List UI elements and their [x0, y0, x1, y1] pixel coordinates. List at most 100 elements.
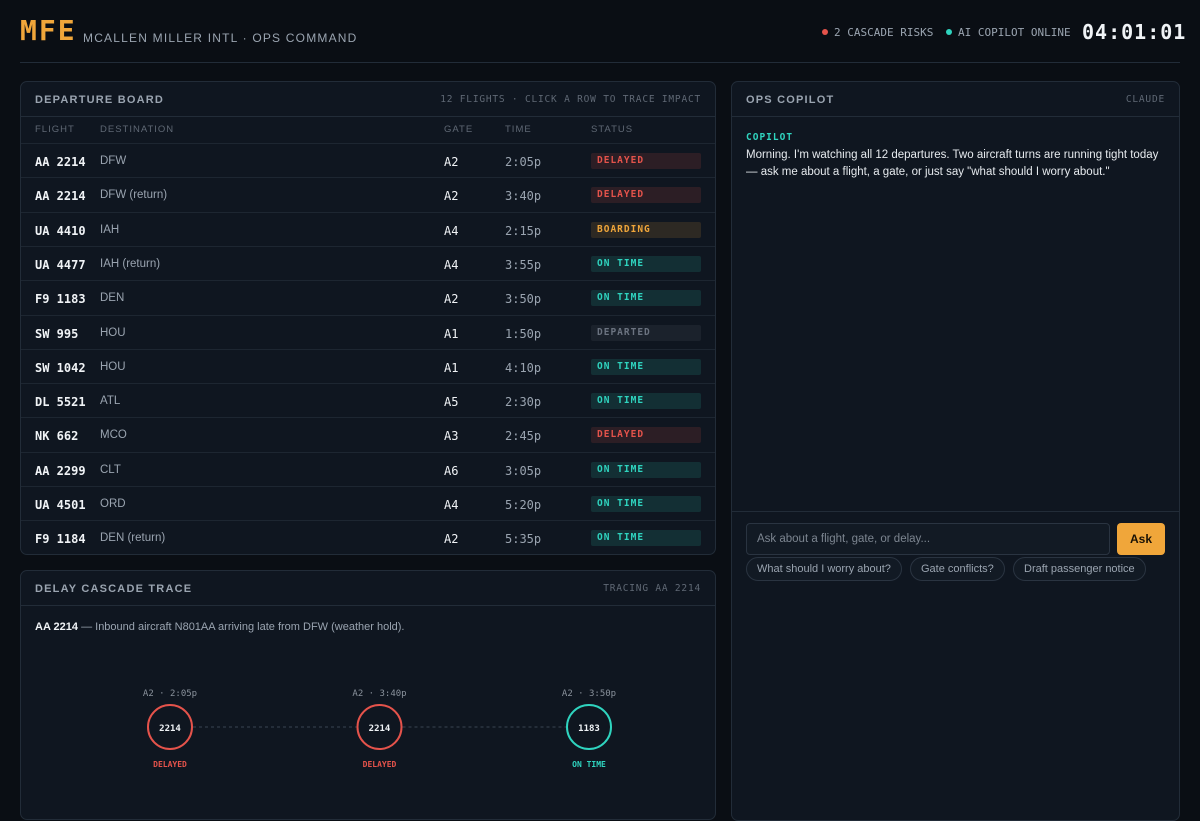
divider — [732, 511, 1179, 512]
flight-row[interactable]: NK 662 MCO A3 2:45p DELAYED — [21, 417, 715, 451]
gate: A6 — [444, 463, 459, 478]
gate: A5 — [444, 395, 459, 410]
destination: ATL — [100, 395, 121, 408]
flight: UA 4410 — [35, 223, 86, 238]
ask-button[interactable]: Ask — [1117, 523, 1165, 555]
destination: DFW — [100, 155, 127, 167]
gate: A2 — [444, 155, 459, 169]
node — [356, 704, 403, 750]
time: 1:50p — [505, 326, 542, 341]
suggestion-chip[interactable]: Draft passenger notice — [1013, 557, 1146, 581]
panel-header — [732, 82, 1179, 117]
cascade-summary: AA 2214 — Inbound aircraft N801AA arrivi… — [35, 621, 405, 633]
flight: SW 1042 — [35, 360, 86, 375]
node-status: ON TIME — [572, 760, 606, 769]
time: 2:45p — [505, 429, 542, 444]
flight: AA 2299 — [35, 463, 86, 478]
header-divider — [20, 62, 1180, 63]
flight: UA 4501 — [35, 498, 86, 512]
node — [566, 704, 612, 750]
status-badge: DELAYED — [591, 427, 701, 444]
flight: DL 5521 — [35, 395, 86, 410]
panel-header — [21, 571, 715, 606]
clock: 04:01:01 — [1082, 20, 1187, 44]
status-badge: DEPARTED — [591, 324, 701, 341]
copilot-panel: OPS COPILOT CLAUDE COPILOT Morning. I'm … — [731, 81, 1180, 821]
flight-row[interactable]: AA 2299 CLT A6 3:05p ON TIME — [21, 451, 715, 486]
panel-title: OPS COPILOT — [746, 94, 835, 106]
flight: AA 2214 — [35, 155, 86, 169]
panel-title: DELAY CASCADE TRACE — [35, 583, 193, 595]
question-input[interactable]: Ask about a flight, gate, or delay... — [746, 523, 1110, 555]
destination: IAH (return) — [100, 257, 161, 270]
time: 5:35p — [505, 532, 542, 547]
gate: A1 — [444, 326, 459, 341]
destination: CLT — [100, 463, 121, 476]
flight-row[interactable]: F9 1184 DEN (return) A2 5:35p ON TIME — [21, 520, 715, 554]
flight: AA 2214 — [35, 621, 79, 633]
gate: A4 — [444, 257, 459, 272]
flight-row[interactable]: F9 1183 DEN A2 3:50p ON TIME — [21, 280, 715, 314]
sender: COPILOT — [746, 132, 794, 143]
app-title: MCALLEN MILLER INTL · OPS COMMAND — [83, 31, 358, 45]
column-header: GATE — [444, 124, 474, 135]
slot: A2 · 3:50p — [562, 689, 616, 699]
node-label: 1183 — [578, 724, 600, 734]
suggestion-chip[interactable]: What should I worry about? — [746, 557, 902, 581]
status-badge: DELAYED — [591, 187, 701, 204]
gate: A2 — [444, 532, 459, 547]
risk-dot — [822, 29, 828, 35]
gate: A4 — [444, 223, 459, 238]
status-badge: DELAYED — [591, 153, 701, 169]
status-badge: ON TIME — [591, 358, 701, 375]
destination: IAH — [100, 223, 120, 236]
status-badge: ON TIME — [591, 530, 701, 547]
destination: DFW (return) — [100, 189, 168, 202]
time: 2:05p — [505, 155, 542, 169]
slot: A2 · 3:40p — [352, 689, 406, 699]
node-status: DELAYED — [153, 760, 187, 769]
ops-screen: MFE MCALLEN MILLER INTL · OPS COMMAND 2 … — [20, 14, 1187, 821]
column-header: STATUS — [591, 124, 634, 135]
node-status: DELAYED — [363, 760, 397, 769]
flight-row[interactable]: SW 995 HOU A1 1:50p DEPARTED — [21, 314, 715, 349]
flight-row[interactable]: SW 1042 HOU A1 4:10p ON TIME — [21, 348, 715, 383]
description: — Inbound aircraft N801AA arriving late … — [81, 621, 405, 633]
time: 4:10p — [505, 360, 542, 375]
flight: SW 995 — [35, 326, 79, 341]
time: 3:55p — [505, 257, 542, 272]
flight: F9 1183 — [35, 292, 86, 307]
flight-row[interactable]: UA 4477 IAH (return) A4 3:55p ON TIME — [21, 245, 715, 280]
airport-code: MFE — [20, 14, 77, 47]
flight-row[interactable]: AA 2214 DFW A2 2:05p DELAYED — [21, 143, 715, 177]
status-badge: ON TIME — [591, 393, 701, 410]
destination: DEN — [100, 292, 125, 305]
status-badge: ON TIME — [591, 255, 701, 272]
gate: A4 — [444, 498, 459, 512]
time: 2:15p — [505, 223, 542, 238]
flight-row[interactable]: UA 4410 IAH A4 2:15p BOARDING — [21, 211, 715, 246]
flight: F9 1184 — [35, 532, 86, 547]
destination: DEN (return) — [100, 532, 166, 545]
panel-hint: 12 FLIGHTS · CLICK A ROW TO TRACE IMPACT — [440, 94, 701, 105]
slot: A2 · 2:05p — [143, 689, 197, 699]
panel-header — [21, 82, 715, 117]
tracing-label: TRACING AA 2214 — [603, 583, 701, 594]
suggestion-chip[interactable]: Gate conflicts? — [910, 557, 1005, 581]
flight-row[interactable]: UA 4501 ORD A4 5:20p ON TIME — [21, 486, 715, 520]
column-header: TIME — [505, 124, 532, 135]
cascade-graph: A2 · 2:05p 2214 DELAYED A2 · 3:40p 2214 DELAY… — [143, 689, 616, 769]
status-badge: ON TIME — [591, 290, 701, 307]
panel-title: DEPARTURE BOARD — [35, 94, 165, 106]
time: 3:50p — [505, 292, 542, 307]
flight: AA 2214 — [35, 189, 86, 204]
message: Morning. I'm watching all 12 departures.… — [746, 149, 1159, 178]
destination: MCO — [100, 429, 127, 442]
flight-row[interactable]: AA 2214 DFW (return) A2 3:40p DELAYED — [21, 177, 715, 211]
time: 3:05p — [505, 463, 542, 478]
gate: A2 — [444, 292, 459, 307]
flight-row[interactable]: DL 5521 ATL A5 2:30p ON TIME — [21, 383, 715, 417]
time: 5:20p — [505, 498, 542, 512]
column-header: DESTINATION — [100, 124, 175, 135]
departure-board: DEPARTURE BOARD 12 FLIGHTS · CLICK A ROW… — [20, 81, 716, 555]
